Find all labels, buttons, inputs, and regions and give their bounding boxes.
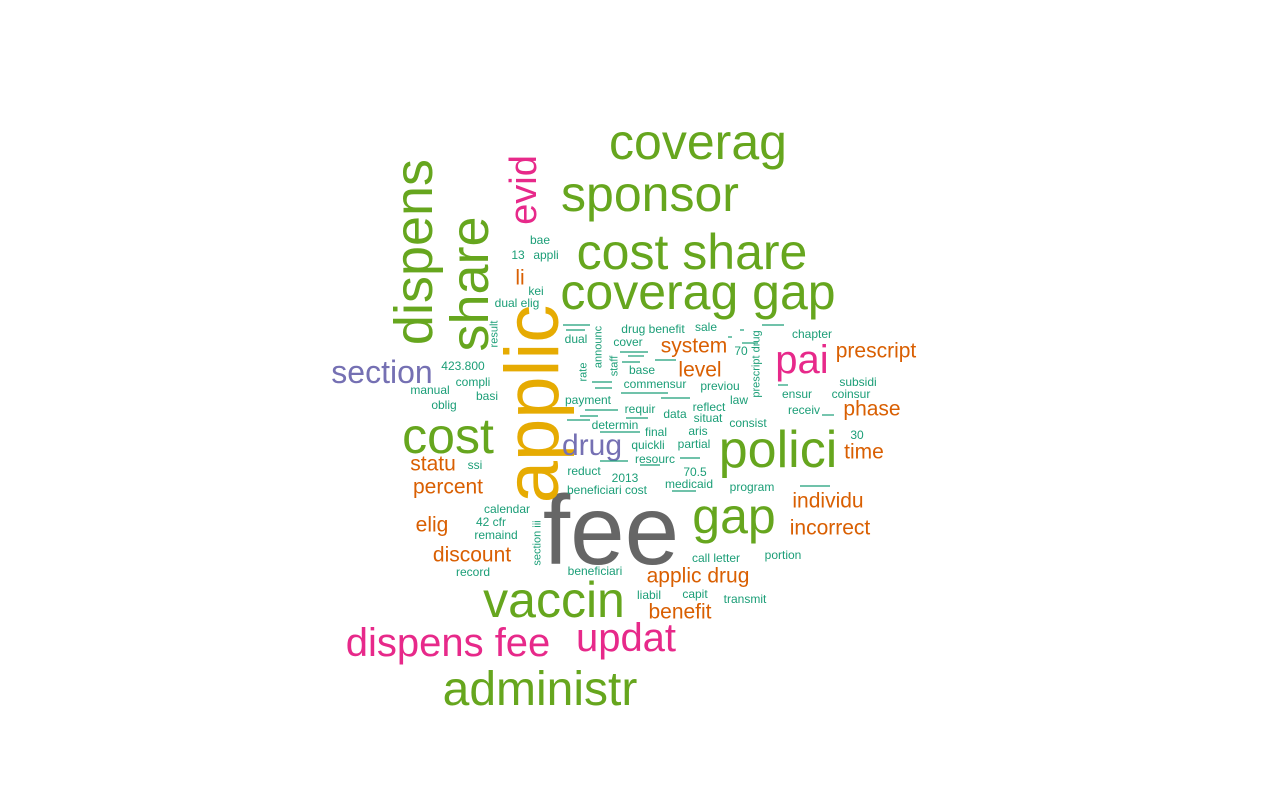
word-rate: rate [577,362,590,382]
word-dispens: dispens [384,158,444,346]
word-remaind: remaind [474,528,518,542]
word-drug-benefit: drug benefit [621,322,685,336]
word-reduct: reduct [567,464,601,478]
word-cost-share: cost share [576,224,808,280]
word-determin: determin [591,418,639,432]
word-applic: applic [490,304,575,504]
word-basi: basi [475,389,499,403]
word-level: level [678,358,722,382]
word-law: law [729,393,749,407]
word-bae: bae [529,233,551,247]
word-manual: manual [410,383,450,397]
word-applic-drug: applic drug [646,564,750,588]
word-appli: appli [533,248,559,262]
word-polici: polici [718,421,838,479]
word-calendar: calendar [483,502,531,516]
word-li: li [515,266,525,290]
word-receiv: receiv [787,403,821,417]
word-record: record [455,565,491,579]
word-kei: kei [528,284,544,298]
word-42-cfr: 42 cfr [475,515,507,529]
word-percent: percent [412,475,484,499]
word-prescript-drug: prescript drug [750,330,763,398]
word-consist: consist [729,416,767,430]
word-sponsor: sponsor [561,166,739,222]
word-cost: cost [402,408,494,464]
word-quickli: quickli [631,438,665,452]
word-2013: 2013 [611,471,639,485]
word-call-letter: call letter [691,551,741,565]
word-system: system [660,334,728,358]
word-updat: updat [575,616,677,660]
word-compli: compli [455,375,491,389]
word-result: result [488,320,501,348]
word-ssi: ssi [467,458,483,472]
word-time: time [844,440,884,464]
word-chapter: chapter [791,327,833,341]
word-vaccin: vaccin [483,572,625,628]
word-final: final [644,425,668,439]
word-section-iii: section iii [531,520,544,566]
word-aris: aris [688,424,708,438]
word-70-5: 70.5 [683,465,707,479]
word-liabil: liabil [636,588,662,602]
word-base: base [628,363,656,377]
word-administr: administr [442,663,638,716]
word-ensur: ensur [781,387,813,401]
word-drug: drug [561,429,623,462]
word-dual-elig: dual elig [494,296,540,310]
word-oblig: oblig [431,398,457,412]
word-cover: cover [613,335,643,349]
word-capit: capit [682,587,708,601]
word-gap: gap [692,488,776,544]
word-payment: payment [564,393,612,407]
word-evid: evid [503,155,545,225]
word-phase: phase [843,397,901,421]
word-transmit: transmit [723,592,767,606]
word-fee: fee [542,475,680,585]
word-commensur: commensur [623,377,687,391]
word-resourc: resourc [634,452,676,466]
word-medicaid: medicaid [664,477,714,491]
word-program: program [729,480,775,494]
word-coverag-gap: coverag gap [560,264,836,320]
word-announc: announc [592,325,605,369]
word-staff: staff [608,355,621,377]
word-previou: previou [700,379,740,393]
word-subsidi: subsidi [839,375,877,389]
word-70: 70 [734,344,748,358]
word-prescript: prescript [835,339,917,363]
word-incorrect: incorrect [789,516,871,540]
word-coinsur: coinsur [831,387,871,401]
word-statu: statu [410,452,456,476]
word-sale: sale [694,320,718,334]
word-dispens-fee: dispens fee [345,621,551,665]
word-beneficiari: beneficiari [567,564,623,578]
word-30: 30 [850,428,864,442]
word-13: 13 [511,248,525,262]
word-423-800: 423.800 [441,359,485,373]
word-data: data [663,407,687,421]
word-dual: dual [564,332,588,346]
word-beneficiari-cost: beneficiari cost [566,483,648,497]
word-coverag: coverag [609,114,787,170]
word-individu: individu [792,489,864,513]
word-partial: partial [677,437,711,451]
word-elig: elig [415,513,449,537]
word-section: section [331,354,433,390]
word-situat: situat [693,411,723,425]
word-discount: discount [432,543,512,567]
word-reflect: reflect [692,400,726,414]
word-requir: requir [624,402,656,416]
word-benefit: benefit [648,600,712,624]
word-portion: portion [764,548,802,562]
word-pai: pai [775,338,829,382]
